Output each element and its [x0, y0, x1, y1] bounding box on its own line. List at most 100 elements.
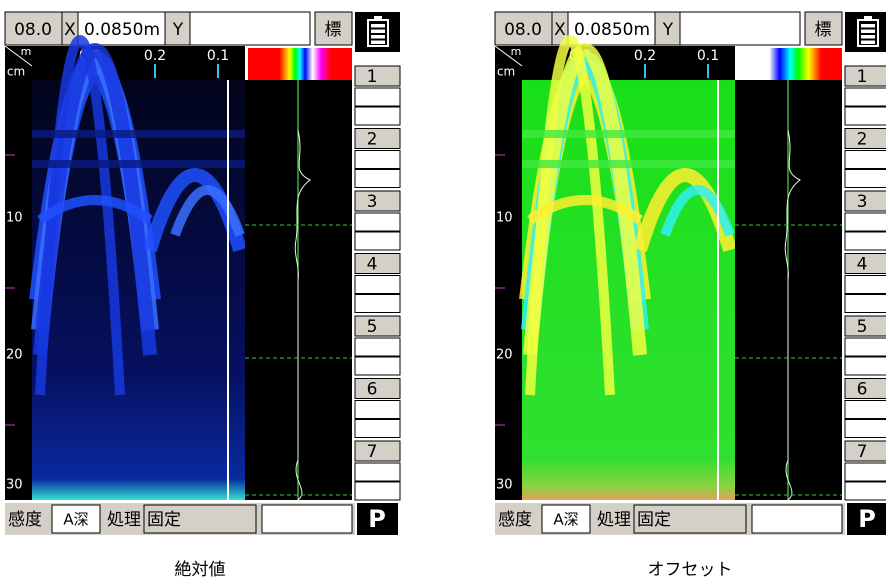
reflection — [525, 35, 615, 396]
channel-label: 5 — [367, 317, 378, 337]
box — [143, 504, 257, 534]
channel-label: 2 — [857, 130, 868, 150]
channel-label: 1 — [367, 67, 378, 87]
box — [354, 294, 401, 313]
box — [844, 212, 886, 232]
reflection — [660, 185, 735, 237]
waveform — [784, 129, 801, 501]
battery-bar — [371, 35, 385, 39]
depth-label: 30 — [496, 478, 513, 493]
reflection — [527, 195, 643, 225]
box — [189, 11, 311, 46]
box — [844, 106, 886, 126]
box — [51, 504, 101, 534]
reflection — [35, 35, 125, 396]
box — [354, 190, 401, 212]
battery-bar — [371, 40, 385, 44]
box — [354, 169, 401, 188]
box — [804, 11, 843, 46]
channel-label: 4 — [367, 255, 378, 275]
box — [4, 11, 63, 46]
box — [354, 231, 401, 251]
box — [844, 231, 886, 251]
box — [354, 440, 401, 462]
box — [844, 294, 886, 313]
sensitivity-label: 感度 — [8, 510, 42, 530]
mark: 標 — [325, 20, 342, 40]
ruler-tick-label: 0.1 — [207, 48, 229, 64]
unit-left: cm — [497, 65, 515, 79]
box — [844, 440, 886, 462]
band — [32, 160, 245, 168]
box — [354, 65, 401, 87]
box — [354, 150, 401, 169]
depth-ruler — [5, 80, 32, 500]
waveform — [294, 129, 311, 501]
color-bar — [248, 48, 352, 80]
channel-label: 6 — [857, 380, 868, 400]
unit-top: m — [511, 45, 522, 58]
box — [751, 504, 843, 534]
reflection — [170, 185, 245, 237]
box — [844, 65, 886, 87]
channel-label: 7 — [367, 442, 378, 462]
channel-label: 3 — [857, 192, 868, 212]
processing-label: 処理 — [597, 510, 631, 530]
color-bar — [738, 48, 842, 80]
battery-bar — [861, 40, 875, 44]
caption: 絶対値 — [175, 560, 226, 580]
box — [844, 87, 886, 107]
x-value: 0.0850m — [84, 20, 160, 40]
box — [354, 106, 401, 126]
box — [354, 462, 401, 482]
x-label: X — [64, 20, 76, 40]
box — [164, 11, 191, 46]
band — [522, 130, 735, 138]
corner-diag — [494, 45, 523, 67]
unit-top: m — [21, 45, 32, 58]
box — [633, 504, 747, 534]
box — [844, 275, 886, 294]
box — [354, 128, 401, 149]
depth-label: 10 — [6, 211, 23, 226]
channel-label: 7 — [857, 442, 868, 462]
channel-label: 6 — [367, 380, 378, 400]
box — [354, 253, 401, 274]
box — [354, 87, 401, 107]
box — [844, 253, 886, 274]
battery-cap — [864, 16, 872, 20]
box — [844, 128, 886, 149]
channel-label: 5 — [857, 317, 868, 337]
channel-label: 2 — [367, 130, 378, 150]
box — [354, 315, 401, 337]
box — [261, 504, 353, 534]
mode: 08.0 — [504, 20, 542, 40]
corner-diag — [4, 45, 33, 67]
x-value: 0.0850m — [574, 20, 650, 40]
ruler-tick-label: 0.2 — [144, 48, 166, 64]
processing: 固定 — [637, 510, 671, 530]
box — [77, 11, 166, 46]
battery-bar — [371, 29, 385, 33]
box — [314, 11, 353, 46]
battery-bar — [861, 29, 875, 33]
box — [354, 212, 401, 232]
reflection — [37, 195, 153, 225]
mode-bg — [847, 503, 886, 535]
battery-cap — [374, 16, 382, 20]
footer-mode: P — [858, 505, 876, 533]
sensitivity: A深 — [553, 511, 578, 529]
battery-bar — [371, 24, 385, 28]
box — [844, 378, 886, 399]
box — [844, 481, 886, 501]
y-label: Y — [662, 20, 674, 40]
y-label: Y — [172, 20, 184, 40]
caption: オフセット — [648, 560, 733, 580]
ruler-tick-label: 0.1 — [697, 48, 719, 64]
sensitivity: A深 — [63, 511, 88, 529]
processing-label: 処理 — [107, 510, 141, 530]
band — [522, 160, 735, 168]
